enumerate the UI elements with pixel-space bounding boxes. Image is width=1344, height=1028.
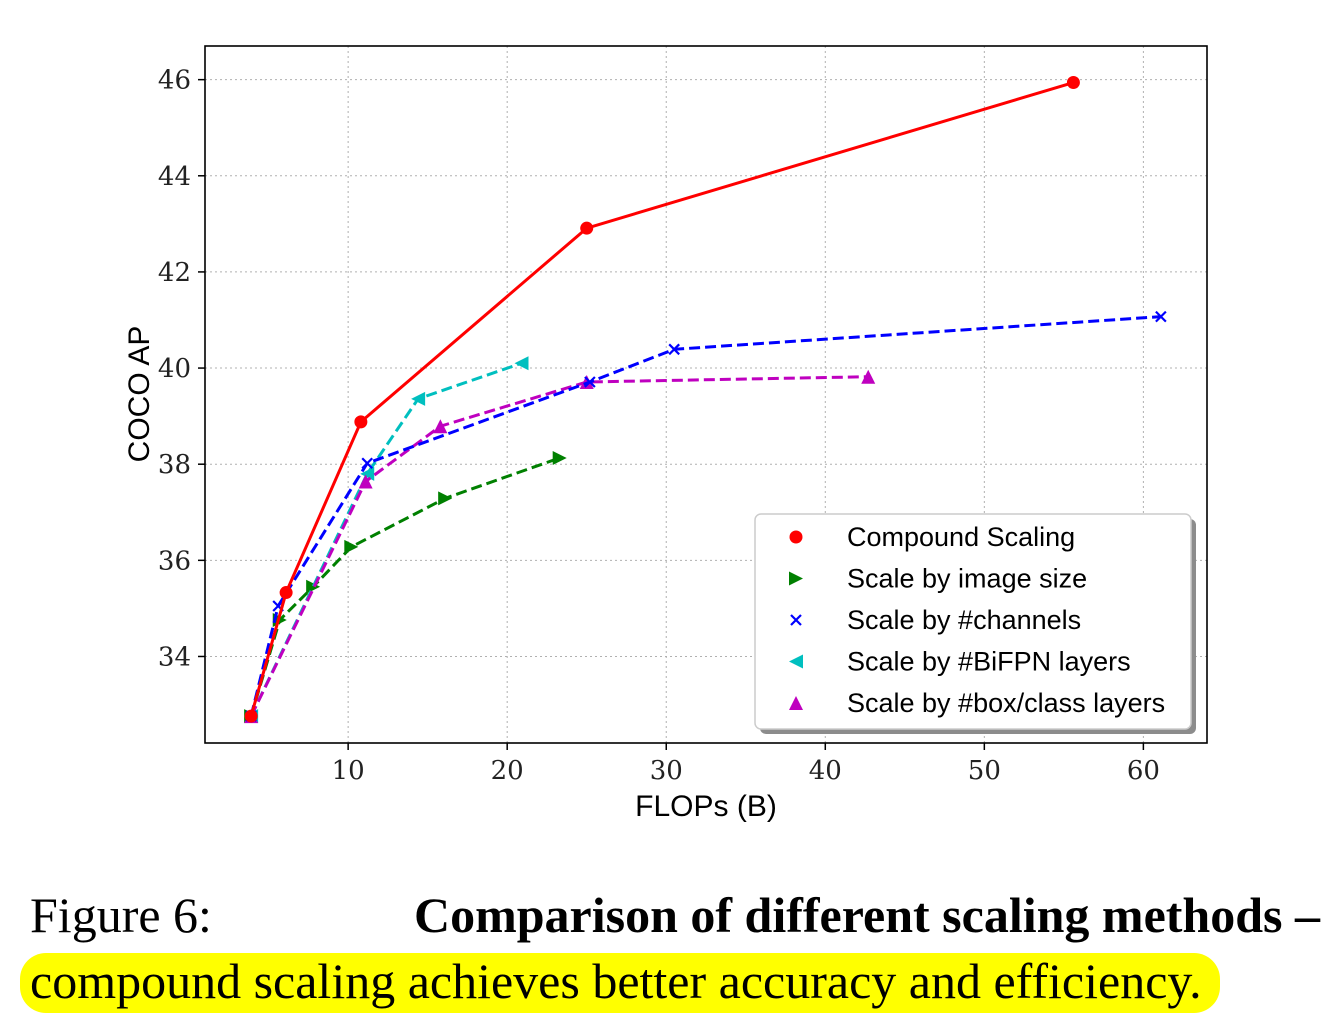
data-point xyxy=(361,457,374,470)
legend-box xyxy=(754,513,1192,730)
series-line xyxy=(249,456,561,717)
y-tick-label: 40 xyxy=(158,354,191,384)
plot-frame xyxy=(204,45,1208,744)
data-point xyxy=(244,709,258,723)
figure-label: Figure 6: xyxy=(30,887,212,943)
x-axis-label: FLOPs (B) xyxy=(635,790,777,823)
x-tick-label: 40 xyxy=(809,756,842,786)
x-axis-ticks: 10 20 30 40 50 60 xyxy=(332,743,1160,786)
series-scale-by-image-size xyxy=(244,450,567,724)
x-tick-label: 10 xyxy=(332,756,365,786)
legend-marker xyxy=(789,654,803,669)
data-point xyxy=(668,343,680,356)
legend-marker xyxy=(789,696,803,710)
series-line xyxy=(249,315,1161,717)
series-line xyxy=(249,361,522,717)
figure-caption: Figure 6: Comparison of different scalin… xyxy=(30,886,1320,944)
legend-marker xyxy=(790,614,802,626)
y-tick-label: 36 xyxy=(158,546,191,576)
legend-label: Compound Scaling xyxy=(847,522,1075,552)
data-point xyxy=(411,391,426,406)
data-point xyxy=(344,539,359,554)
y-tick-label: 38 xyxy=(158,450,191,480)
data-point xyxy=(1155,310,1167,323)
x-tick-label: 50 xyxy=(968,756,1001,786)
data-point xyxy=(306,579,321,594)
figure-caption-bold: Comparison of different scaling methods … xyxy=(413,887,1320,943)
legend-marker xyxy=(789,530,803,544)
series-scale-by-channels xyxy=(245,310,1167,722)
figure-caption-highlight-line: compound scaling achieves better accurac… xyxy=(20,952,1320,1013)
highlighted-caption-text: compound scaling achieves better accurac… xyxy=(20,953,1220,1013)
y-axis-label: COCO AP xyxy=(123,326,156,463)
x-tick-label: 20 xyxy=(491,756,524,786)
legend-marker xyxy=(789,571,803,586)
data-point xyxy=(514,356,529,371)
legend-label: Scale by image size xyxy=(847,564,1087,594)
data-point xyxy=(433,419,448,434)
data-point xyxy=(358,474,373,489)
legend: Compound Scaling Scale by image size Scale… xyxy=(754,513,1196,734)
y-axis-ticks: 34 36 38 40 42 44 46 xyxy=(158,66,205,672)
data-point xyxy=(552,450,567,465)
data-point xyxy=(584,376,596,388)
y-tick-label: 46 xyxy=(158,66,191,96)
data-point xyxy=(861,369,876,384)
legend-label: Scale by #channels xyxy=(847,605,1081,635)
x-tick-label: 30 xyxy=(650,756,683,786)
data-point xyxy=(1066,76,1080,90)
data-point xyxy=(360,466,375,481)
y-tick-label: 42 xyxy=(158,258,191,288)
chart: 10 20 30 40 50 60 34 36 38 40 42 44 46 FLOPs (B) CO… xyxy=(123,45,1208,823)
legend-label: Scale by #BiFPN layers xyxy=(847,647,1131,677)
legend-label: Scale by #box/class layers xyxy=(847,688,1165,718)
plot-series xyxy=(244,76,1167,724)
x-tick-label: 60 xyxy=(1127,756,1160,786)
data-point xyxy=(580,221,594,235)
y-tick-label: 44 xyxy=(158,162,191,192)
y-tick-label: 34 xyxy=(158,642,191,672)
data-point xyxy=(354,415,368,429)
data-point xyxy=(279,586,293,600)
series-compound-scaling xyxy=(244,76,1080,723)
data-point xyxy=(438,491,453,506)
